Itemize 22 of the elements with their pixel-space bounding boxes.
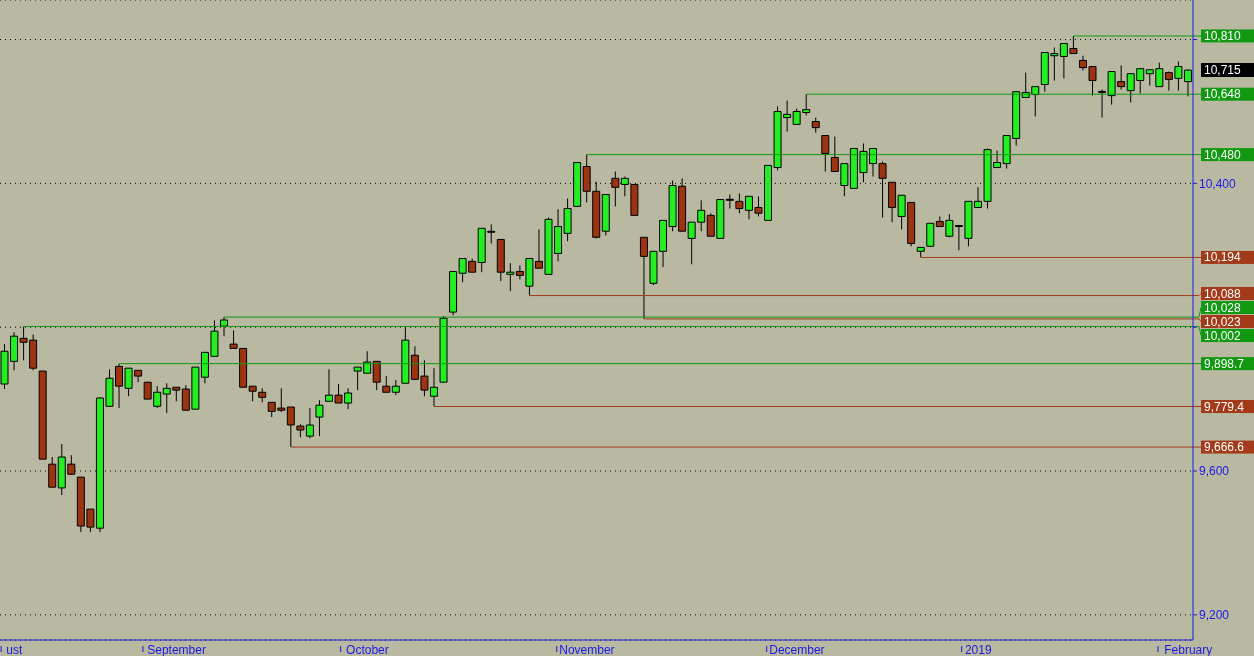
x-tick-label: November [559, 643, 615, 656]
x-tick-label: September [147, 643, 206, 656]
ref-line-label: 10,023 [1204, 314, 1242, 329]
ref-line-label: 10,194 [1204, 250, 1242, 265]
x-tick-label: October [346, 643, 389, 656]
x-tick-label: December [769, 643, 825, 656]
ref-line-label: 10,088 [1204, 286, 1242, 301]
ref-line-label: 10,002 [1204, 328, 1242, 343]
x-tick-label: 2019 [964, 643, 992, 656]
ref-line-label: 10,028 [1204, 300, 1242, 315]
ref-line-label: 9,898.7 [1204, 356, 1245, 371]
y-tick-label: 9,200 [1199, 608, 1230, 623]
ref-line-label: 10,810 [1204, 28, 1242, 43]
ref-line-label: 10,648 [1204, 87, 1242, 102]
text: 10,715 [1201, 63, 1254, 78]
ref-line-label: 9,779.4 [1204, 399, 1245, 414]
ref-line-label: 10,480 [1204, 147, 1242, 162]
ref-line-label: 9,666.6 [1204, 440, 1245, 455]
y-tick-label: 9,600 [1199, 464, 1230, 479]
x-tick-label: ust [6, 643, 23, 656]
y-tick-label: 10,400 [1199, 176, 1237, 191]
x-tick-label: February [1164, 643, 1213, 656]
